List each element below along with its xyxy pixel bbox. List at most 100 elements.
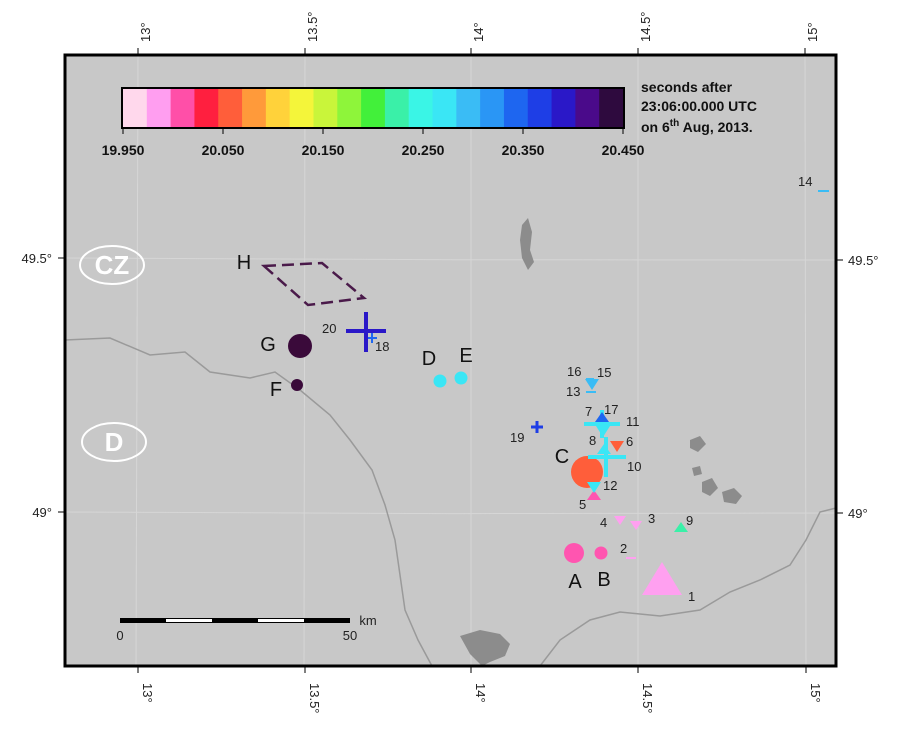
border-cz-de	[64, 337, 433, 667]
lat-tick-left-0: 49.5°	[21, 251, 52, 266]
event-B-label: B	[597, 569, 610, 591]
station-4-marker	[614, 516, 626, 525]
station-5-label: 5	[579, 497, 586, 512]
station-18: 18	[367, 333, 389, 354]
colorbar-swatch	[599, 89, 624, 127]
station-18-marker	[367, 333, 377, 343]
station-3-marker	[630, 521, 642, 530]
station-1-marker	[642, 562, 682, 595]
station-17-marker	[595, 412, 609, 422]
lon-tick-top-2: 14°	[471, 22, 486, 42]
event-E-marker	[454, 371, 468, 385]
map-frame	[63, 53, 838, 668]
station-20-label: 20	[322, 321, 336, 336]
lon-ticks-top: 13° 13.5° 14° 14.5° 15°	[138, 11, 820, 42]
colorbar	[123, 89, 624, 127]
station-20-marker	[346, 312, 386, 352]
colorbar-swatch	[194, 89, 219, 127]
colorbar-swatch	[289, 89, 314, 127]
station-10-marker	[588, 437, 626, 477]
colorbar-swatch	[432, 89, 457, 127]
station-5: 5	[579, 490, 601, 512]
country-label-de-text: D	[105, 427, 124, 457]
colorbar-title-line2: 23:06:00.000 UTC	[641, 98, 757, 114]
station-3: 3	[630, 511, 655, 530]
event-D: D	[422, 348, 447, 388]
station-11-marker	[596, 426, 610, 437]
station-15-marker	[585, 379, 599, 390]
colorbar-swatch	[503, 89, 529, 127]
station-9-label: 9	[686, 513, 693, 528]
station-19-label: 19	[510, 430, 524, 445]
water-bodies	[460, 218, 742, 666]
colorbar-swatch	[384, 89, 410, 127]
colorbar-swatch	[480, 89, 505, 127]
colorbar-swatch	[170, 89, 195, 127]
event-D-label: D	[422, 348, 436, 370]
station-8-label: 8	[589, 433, 596, 448]
event-B: B	[594, 546, 611, 591]
event-F-marker	[291, 379, 303, 391]
lon-tick-bottom-0: 13°	[140, 683, 155, 703]
lon-tick-bottom-3: 14.5°	[640, 683, 655, 714]
map-land	[65, 55, 836, 666]
pond-4	[692, 466, 702, 476]
lat-tick-right-1: 49°	[848, 506, 868, 521]
colorbar-swatch	[265, 89, 291, 127]
station-19-marker	[531, 421, 543, 433]
colorbar-swatch	[218, 89, 243, 127]
event-A-marker	[564, 543, 584, 563]
country-label-cz: CZ	[79, 245, 145, 285]
event-C-label: C	[555, 446, 569, 468]
country-borders	[64, 337, 837, 667]
colorbar-title: seconds after 23:06:00.000 UTC on 6th Au…	[641, 79, 757, 135]
event-E-label: E	[459, 345, 472, 367]
pond-1	[690, 436, 706, 452]
colorbar-swatch	[527, 89, 553, 127]
scale-bar: 0 50 km	[116, 613, 376, 643]
colorbar-tick-1: 20.050	[202, 142, 245, 158]
event-B-marker	[594, 546, 608, 560]
event-F-label: F	[270, 379, 282, 401]
lon-tick-bottom-4: 15°	[808, 683, 823, 703]
colorbar-swatch	[456, 89, 481, 127]
station-2: 2	[620, 541, 636, 559]
station-6-label: 6	[626, 434, 633, 449]
station-17: 17	[595, 402, 618, 422]
event-C-marker	[571, 456, 603, 488]
colorbar-title-line1: seconds after	[641, 79, 733, 95]
station-9: 9	[674, 513, 693, 532]
colorbar-ticks	[122, 128, 624, 134]
station-16-label: 16	[567, 364, 581, 379]
pond-3	[722, 488, 742, 504]
lon-tick-top-1: 13.5°	[305, 11, 320, 42]
station-14: 14	[798, 174, 829, 192]
lake-orlik	[520, 218, 534, 270]
lon-tick-top-0: 13°	[138, 22, 153, 42]
frame-ticks	[58, 48, 843, 673]
graticule	[64, 54, 837, 667]
station-20: 20	[322, 312, 386, 352]
station-18-label: 18	[375, 339, 389, 354]
station-11-label: 11	[626, 414, 640, 429]
station-4-label: 4	[600, 515, 607, 530]
colorbar-swatch	[408, 89, 434, 127]
colorbar-tick-3: 20.250	[402, 142, 445, 158]
station-15: 15	[585, 365, 611, 390]
colorbar-swatch	[337, 89, 362, 127]
scale-bar-start: 0	[116, 628, 123, 643]
colorbar-tick-0: 19.950	[102, 142, 145, 158]
lon-ticks-bottom: 13° 13.5° 14° 14.5° 15°	[140, 683, 823, 714]
lon-tick-bottom-2: 14°	[473, 683, 488, 703]
station-3-label: 3	[648, 511, 655, 526]
station-14-marker	[818, 190, 829, 192]
scale-bar-unit: km	[359, 613, 376, 628]
colorbar-swatch	[242, 89, 267, 127]
colorbar-title-line3: on 6th Aug, 2013.	[641, 118, 753, 135]
country-label-cz-text: CZ	[95, 250, 130, 280]
event-G-marker	[288, 334, 312, 358]
colorbar-tick-labels: 19.950 20.050 20.150 20.250 20.350 20.45…	[102, 142, 645, 158]
station-13-label: 13	[566, 384, 580, 399]
station-6: 6	[610, 434, 633, 452]
